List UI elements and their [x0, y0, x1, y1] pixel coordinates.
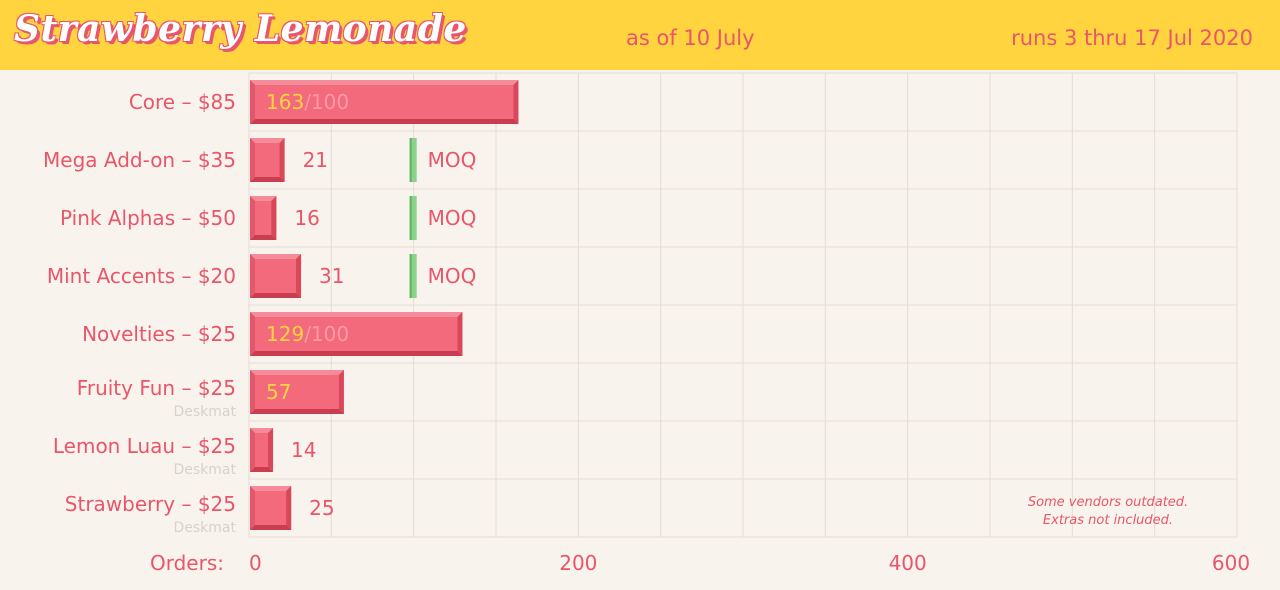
- as-of-date: as of 10 July: [626, 26, 755, 50]
- bar: [250, 312, 463, 356]
- bar-value-label: 57: [266, 380, 291, 404]
- category-label: Core – $85: [129, 90, 236, 114]
- bar-value-label: 16: [294, 206, 319, 230]
- category-label: Mint Accents – $20: [47, 264, 236, 288]
- moq-marker: [409, 138, 417, 182]
- bar-value-label: 25: [309, 496, 334, 520]
- moq-label: MOQ: [428, 148, 477, 172]
- category-sublabel: Deskmat: [173, 520, 236, 536]
- bar: [250, 370, 344, 414]
- header-bar: Strawberry Lemonade as of 10 July runs 3…: [0, 0, 1280, 70]
- x-tick-label: 400: [889, 551, 927, 575]
- category-label: Novelties – $25: [82, 322, 236, 346]
- footnote: Extras not included.: [1043, 513, 1173, 528]
- run-dates: runs 3 thru 17 Jul 2020: [1011, 26, 1253, 50]
- moq-label: MOQ: [428, 206, 477, 230]
- category-label: Pink Alphas – $50: [60, 206, 236, 230]
- category-label: Strawberry – $25: [65, 492, 236, 516]
- moq-marker: [409, 254, 417, 298]
- bar-value-label: 31: [319, 264, 344, 288]
- category-label: Mega Add-on – $35: [43, 148, 236, 172]
- bar: [250, 254, 302, 298]
- bar: [250, 428, 274, 472]
- moq-marker-edge: [409, 254, 412, 298]
- bar: [250, 196, 277, 240]
- bar: [250, 80, 519, 124]
- bar-value-label: 21: [303, 148, 328, 172]
- footnote: Some vendors outdated.: [1028, 495, 1188, 510]
- bar-value-label: 129/100: [266, 322, 349, 346]
- x-tick-label: 0: [249, 551, 262, 575]
- bar-value-label: 14: [291, 438, 316, 462]
- category-label: Lemon Luau – $25: [53, 434, 236, 458]
- bar: [250, 486, 292, 530]
- x-axis-label: Orders:: [150, 551, 224, 575]
- moq-marker-edge: [409, 138, 412, 182]
- bar-value-label: 163/100: [266, 90, 349, 114]
- category-sublabel: Deskmat: [173, 462, 236, 478]
- x-tick-label: 600: [1212, 551, 1250, 575]
- moq-label: MOQ: [428, 264, 477, 288]
- x-tick-label: 200: [559, 551, 597, 575]
- category-sublabel: Deskmat: [173, 404, 236, 420]
- bar: [250, 138, 285, 182]
- moq-marker: [409, 196, 417, 240]
- category-label: Fruity Fun – $25: [77, 376, 236, 400]
- chart-title: Strawberry Lemonade: [14, 8, 467, 50]
- moq-marker-edge: [409, 196, 412, 240]
